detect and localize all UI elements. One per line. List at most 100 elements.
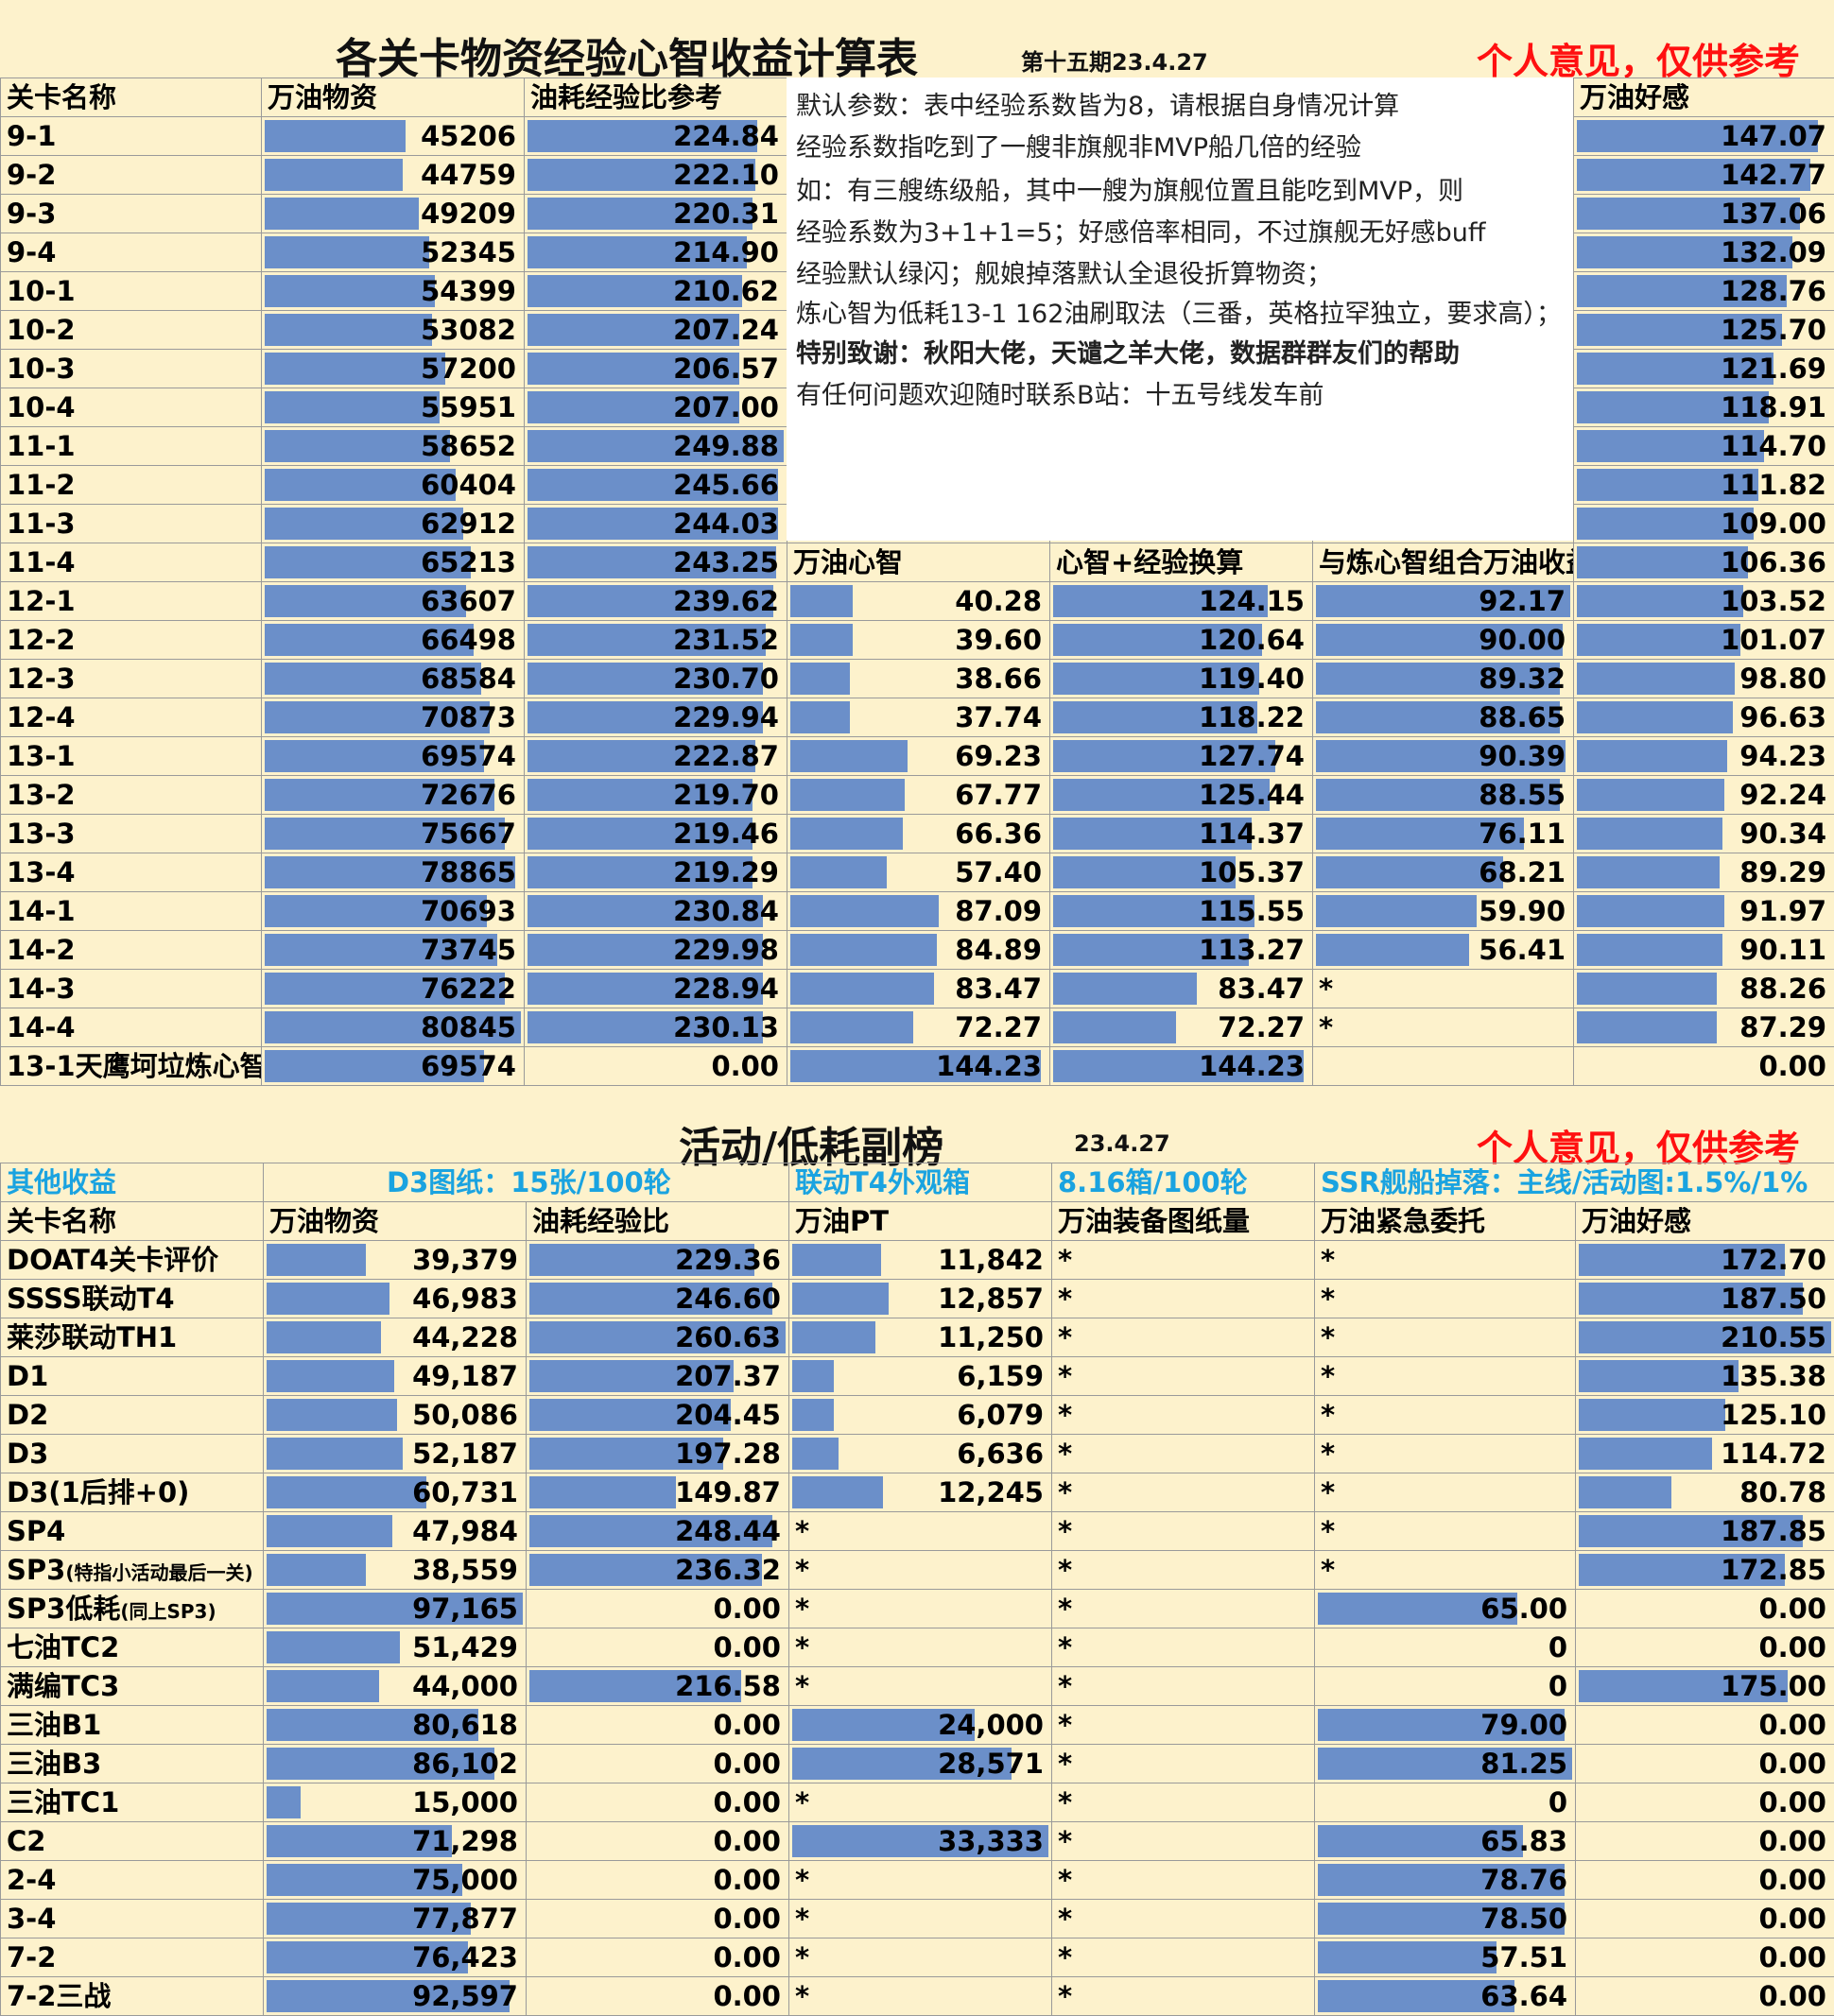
data-bar [265, 469, 456, 501]
stage-name-value: D3 [7, 1438, 49, 1470]
stage-name-value: 12-3 [7, 663, 76, 695]
table-row: 14-1 70693 230.84 87.09 115.55 59.90 91.97 [0, 891, 1834, 931]
pt-inner: * [790, 1784, 1051, 1821]
stage-name-inner: 三油TC1 [2, 1784, 263, 1821]
supply-inner: 39,379 [265, 1242, 526, 1279]
data-bar [528, 701, 763, 733]
stage-name: SP3低耗(同上SP3) [0, 1589, 264, 1628]
commission-inner: * [1316, 1319, 1575, 1356]
supply-value: 86,102 [412, 1748, 518, 1780]
table-row: 13-1天鹰坷垃炼心智 69574 0.00 144.23 144.23 0.00 [0, 1046, 1834, 1086]
info-box-inner: 8.16箱/100轮 [1053, 1164, 1314, 1201]
data-bar [265, 740, 485, 772]
exp-ratio-value: 216.58 [675, 1670, 781, 1702]
combo: 89.32 [1312, 659, 1574, 698]
supply: 46,983 [263, 1279, 527, 1318]
commission: * [1314, 1434, 1576, 1473]
stage-name-value: 9-3 [7, 198, 57, 230]
blueprint-inner: * [1053, 1591, 1314, 1628]
bottom-header-inner: 关卡名称 [2, 1203, 263, 1240]
commission: * [1314, 1318, 1576, 1357]
data-bar [265, 391, 441, 423]
exp-ratio-value: 230.70 [673, 663, 779, 695]
mind-inner: 39.60 [788, 622, 1049, 659]
supply: 53082 [261, 310, 525, 350]
supply-inner: 15,000 [265, 1784, 526, 1821]
affinity-value: 0.00 [1758, 1825, 1826, 1857]
combo: * [1312, 1008, 1574, 1047]
blueprint: * [1051, 1240, 1315, 1280]
info-label-inner: 其他收益 [2, 1164, 263, 1201]
exp-ratio-inner: 219.70 [526, 777, 787, 814]
stage-name-inner: D2 [2, 1397, 263, 1434]
data-bar [1316, 585, 1570, 617]
stage-name-value: 满编TC3 [7, 1670, 120, 1702]
supply-inner: 77,877 [265, 1901, 526, 1938]
pt-inner: 28,571 [790, 1746, 1051, 1783]
mind-exp: 124.15 [1049, 581, 1313, 621]
exp-ratio-value: 0.00 [713, 1980, 781, 2012]
affinity: 0.00 [1575, 1589, 1834, 1628]
supply-inner: 92,597 [265, 1978, 526, 2015]
exp-ratio-inner: 204.45 [528, 1397, 788, 1434]
exp-ratio: 230.70 [524, 659, 787, 698]
affinity: 87.29 [1573, 1008, 1834, 1047]
blueprint-inner: * [1053, 1552, 1314, 1589]
stage-name: DOAT4关卡评价 [0, 1240, 264, 1280]
blueprint: * [1051, 1395, 1315, 1435]
affinity-value: 94.23 [1739, 740, 1826, 772]
blueprint-value: * [1058, 1554, 1073, 1586]
exp-ratio-inner: 220.31 [526, 196, 787, 233]
exp-ratio-value: 228.94 [673, 973, 779, 1005]
exp-ratio: 249.88 [524, 426, 787, 466]
data-bar [528, 430, 784, 462]
mind-exp: 113.27 [1049, 930, 1313, 970]
combo: 90.00 [1312, 620, 1574, 660]
data-bar [1577, 624, 1740, 656]
data-bar [265, 895, 487, 927]
pt: * [788, 1938, 1052, 1977]
supply-inner: 76,423 [265, 1939, 526, 1976]
exp-ratio: 210.62 [524, 271, 787, 311]
exp-ratio: 0.00 [526, 1705, 789, 1745]
info-box-value: 8.16箱/100轮 [1058, 1166, 1248, 1198]
commission-value: 0 [1548, 1670, 1567, 1702]
exp-ratio-inner: 0.00 [528, 1978, 788, 2015]
affinity: 0.00 [1575, 1783, 1834, 1822]
commission-inner: * [1316, 1242, 1575, 1279]
supply-value: 49,187 [412, 1360, 518, 1392]
exp-ratio-inner: 229.94 [526, 699, 787, 736]
stage-name: C2 [0, 1821, 264, 1861]
exp-ratio: 0.00 [524, 1046, 787, 1086]
stage-name-inner: 11-3 [2, 506, 261, 543]
stage-name-inner: 14-4 [2, 1009, 261, 1046]
info-label: 其他收益 [0, 1163, 264, 1202]
affinity-value: 0.00 [1758, 1748, 1826, 1780]
blueprint-value: * [1058, 1786, 1073, 1818]
exp-ratio: 0.00 [526, 1783, 789, 1822]
bottom-disclaimer: 个人意见，仅供参考 [1477, 1128, 1801, 1169]
commission-inner: 65.83 [1316, 1823, 1575, 1860]
stage-name-value: 13-2 [7, 779, 76, 811]
bottom-header-inner: 万油装备图纸量 [1053, 1203, 1314, 1240]
supply-inner: 68584 [263, 661, 524, 698]
info-box: 8.16箱/100轮 [1051, 1163, 1315, 1202]
exp-ratio-inner: 244.03 [526, 506, 787, 543]
pt: 6,636 [788, 1434, 1052, 1473]
affinity: 172.85 [1575, 1550, 1834, 1590]
stage-name-value: 9-1 [7, 120, 57, 152]
exp-ratio-value: 0.00 [713, 1903, 781, 1935]
blueprint-inner: * [1053, 1319, 1314, 1356]
affinity: 114.72 [1575, 1434, 1834, 1473]
combo-inner: 56.41 [1314, 932, 1573, 969]
data-bar [529, 1515, 773, 1547]
affinity-inner: 135.38 [1577, 1358, 1834, 1395]
supply-inner: 51,429 [265, 1629, 526, 1666]
combo: 92.17 [1312, 581, 1574, 621]
stage-name-value: SP3(特指小活动最后一关) [7, 1554, 253, 1586]
mind-exp-value: 144.23 [1199, 1050, 1305, 1082]
stage-name: 9-1 [0, 116, 262, 156]
affinity-value: 142.77 [1721, 159, 1826, 191]
stage-name: 13-4 [0, 853, 262, 892]
data-bar [1316, 701, 1560, 733]
